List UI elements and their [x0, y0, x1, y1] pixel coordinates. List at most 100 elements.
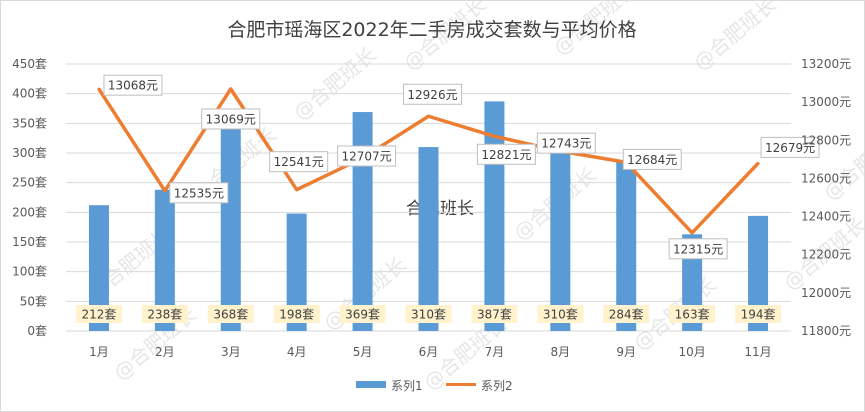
x-axis-tick-label: 3月: [221, 345, 241, 359]
line-data-label: 12743元: [541, 137, 591, 151]
line-label-box: [622, 148, 682, 170]
right-axis-tick-label: 11800元: [801, 324, 851, 338]
bar-data-label: 238套: [147, 308, 182, 322]
bar-data-label: 163套: [675, 308, 710, 322]
bar-label-box: [405, 305, 452, 323]
bar-label-box: [537, 305, 584, 323]
line-label-box: [337, 145, 397, 167]
x-axis-tick-label: 5月: [353, 345, 373, 359]
bar: [616, 162, 637, 331]
line-label-box: [536, 132, 596, 154]
left-axis-tick-label: 300套: [12, 146, 47, 160]
bar-data-labels: 212套 238套 368套 198套 369套 310套 387套 310套 284套 163套…: [75, 305, 782, 323]
left-axis-tick-label: 350套: [12, 116, 47, 130]
left-axis-tick-label: 200套: [12, 205, 47, 219]
bar-label-box: [75, 305, 122, 323]
right-axis-tick-label: 12400元: [801, 210, 851, 224]
bar-label-box: [273, 305, 320, 323]
line-data-label: 12679元: [765, 141, 815, 155]
bar: [748, 215, 769, 331]
line-label-box: [668, 238, 728, 260]
line-point: [690, 231, 694, 235]
left-axis-tick-label: 450套: [12, 57, 47, 71]
x-axis-tick-label: 1月: [89, 345, 109, 359]
left-axis-tick-label: 50套: [20, 294, 47, 308]
left-axis: 0套 50套 100套 150套 200套 250套 300套 350套 400套 450套: [12, 57, 47, 338]
bar-data-label: 198套: [279, 308, 314, 322]
line-point: [492, 134, 496, 138]
right-axis-tick-label: 12000元: [801, 286, 851, 300]
bar-label-box: [141, 305, 188, 323]
bar: [550, 147, 571, 331]
bar-label-box: [603, 305, 650, 323]
line-data-label: 12315元: [673, 242, 723, 256]
line-data-label: 12707元: [341, 150, 391, 164]
right-axis-tick-label: 13200元: [801, 57, 851, 71]
line-data-label: 13069元: [206, 112, 256, 126]
bar-label-box: [471, 305, 518, 323]
left-axis-tick-label: 250套: [12, 176, 47, 190]
x-axis-tick-label: 7月: [485, 345, 505, 359]
bar-data-label: 194套: [741, 308, 776, 322]
legend-swatch-series-1: [356, 381, 386, 388]
x-axis-tick-label: 10月: [678, 345, 705, 359]
legend: 系列1 系列2: [356, 379, 513, 393]
x-axis-tick-label: 2月: [155, 345, 175, 359]
bar-data-label: 369套: [345, 308, 380, 322]
x-axis: 1月 2月 3月 4月 5月 6月 7月 8月 9月 10月 11月: [89, 345, 772, 359]
bar: [220, 112, 241, 331]
line-label-box: [403, 83, 462, 105]
legend-label-series-1: 系列1: [391, 379, 423, 393]
line-label-box: [269, 151, 329, 173]
line-label-box: [476, 143, 536, 165]
bar: [88, 205, 109, 331]
right-axis: 11800元 12000元 12200元 12400元 12600元 12800元 1300…: [801, 57, 851, 338]
line-point: [229, 87, 233, 91]
left-axis-tick-label: 400套: [12, 87, 47, 101]
line-label-box: [760, 136, 820, 158]
line-data-label: 12684元: [627, 153, 677, 167]
bar: [154, 189, 175, 331]
bar-data-label: 212套: [82, 308, 117, 322]
x-axis-tick-label: 9月: [616, 345, 636, 359]
line-point: [295, 188, 299, 192]
bar-data-label: 310套: [543, 308, 578, 322]
line-label-box: [169, 182, 229, 204]
line-data-label: 12535元: [174, 186, 224, 200]
right-axis-tick-label: 12800元: [801, 133, 851, 147]
line-data-label: 12821元: [481, 148, 531, 162]
line-point: [427, 114, 430, 118]
watermark-center-text: 合肥班长: [406, 199, 474, 219]
left-axis-tick-label: 0套: [27, 324, 47, 338]
chart-title: 合肥市瑶海区2022年二手房成交套数与平均价格: [227, 19, 636, 41]
right-axis-tick-label: 12200元: [801, 248, 851, 262]
bar-label-box: [207, 305, 254, 323]
line-data-labels: 13068元 12535元 13069元 12541元 12707元 12926元 1282…: [103, 74, 820, 260]
line-label-box: [103, 74, 163, 96]
x-axis-tick-label: 8月: [550, 345, 570, 359]
x-axis-tick-label: 6月: [419, 345, 439, 359]
bars-series: [88, 101, 769, 331]
line-data-label: 12541元: [274, 155, 324, 169]
bar-label-box: [339, 305, 386, 323]
line-data-label: 12926元: [407, 88, 457, 102]
bar-label-box: [669, 305, 716, 323]
line-data-label: 13068元: [108, 79, 158, 93]
line-label-box: [201, 108, 261, 130]
left-axis-tick-label: 100套: [12, 265, 47, 279]
x-axis-tick-label: 11月: [744, 345, 771, 359]
bar: [286, 213, 307, 331]
line-point: [97, 87, 101, 91]
bar: [352, 112, 373, 331]
bar-data-label: 368套: [213, 308, 248, 322]
x-axis-tick-label: 4月: [287, 345, 307, 359]
bar-data-label: 310套: [411, 308, 446, 322]
left-axis-tick-label: 150套: [12, 235, 47, 249]
legend-label-series-2: 系列2: [481, 379, 513, 393]
bar-data-label: 284套: [609, 308, 644, 322]
line-point: [756, 161, 760, 165]
bar-data-label: 387套: [477, 308, 512, 322]
bar: [418, 147, 439, 331]
